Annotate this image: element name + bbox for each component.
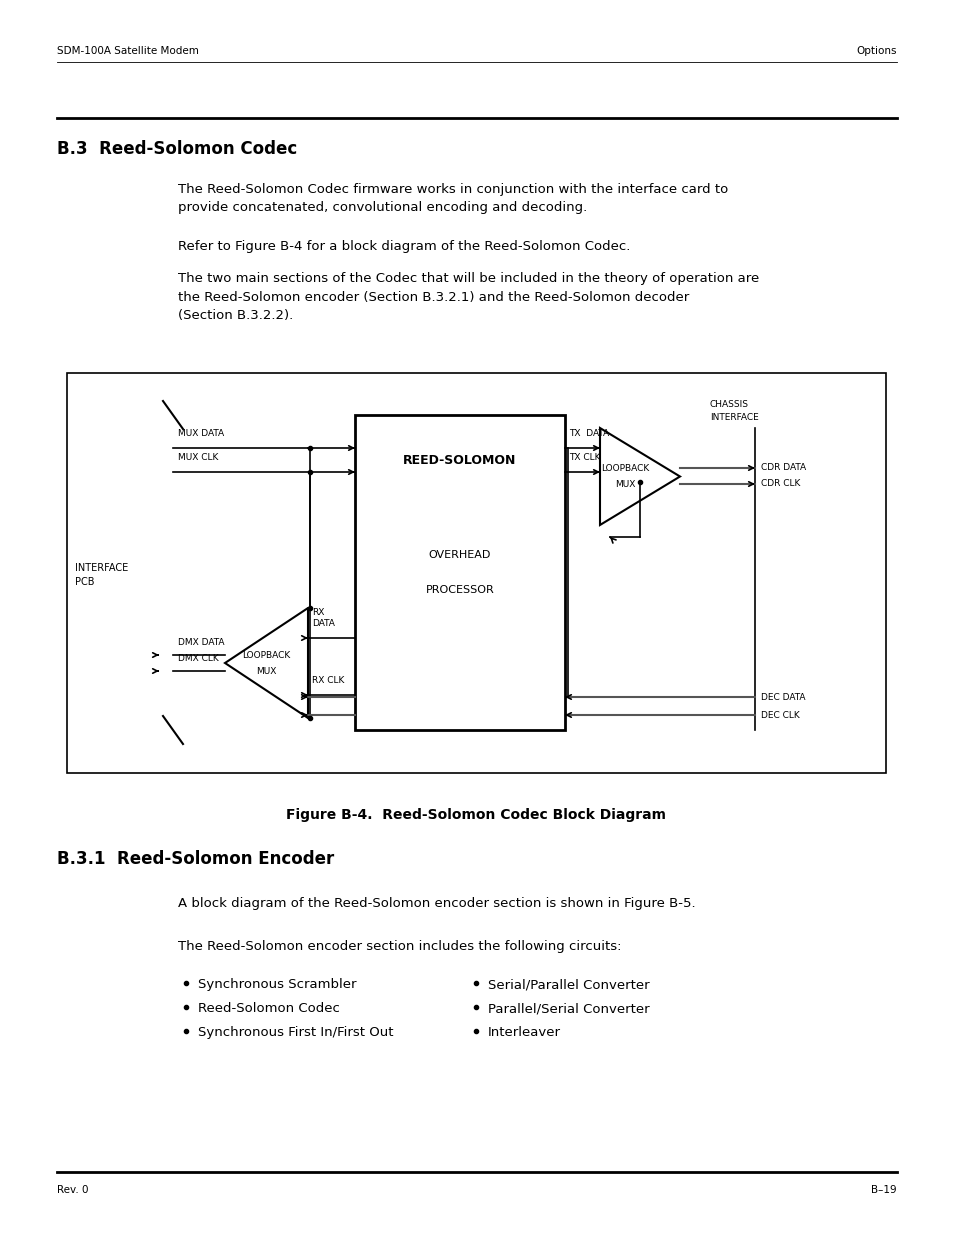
Text: TX  DATA: TX DATA [568,429,608,438]
Text: Synchronous First In/First Out: Synchronous First In/First Out [198,1026,393,1039]
Text: DEC CLK: DEC CLK [760,710,799,720]
Text: Reed-Solomon Codec: Reed-Solomon Codec [198,1002,339,1015]
Text: OVERHEAD: OVERHEAD [428,550,491,559]
Bar [67,373,885,773]
Text: The two main sections of the Codec that will be included in the theory of operat: The two main sections of the Codec that … [178,272,759,322]
Text: RX
DATA: RX DATA [312,608,335,629]
Text: CDR CLK: CDR CLK [760,479,800,489]
Text: DEC DATA: DEC DATA [760,693,804,701]
Text: Refer to Figure B-4 for a block diagram of the Reed-Solomon Codec.: Refer to Figure B-4 for a block diagram … [178,240,630,253]
Text: Options: Options [856,46,896,56]
Polygon shape [599,429,679,525]
Text: Parallel/Serial Converter: Parallel/Serial Converter [488,1002,649,1015]
Text: LOOPBACK: LOOPBACK [242,651,291,659]
Text: TX CLK: TX CLK [568,453,599,462]
Text: PROCESSOR: PROCESSOR [425,585,494,595]
Text: B.3  Reed-Solomon Codec: B.3 Reed-Solomon Codec [57,140,297,158]
Text: MUX CLK: MUX CLK [178,453,218,462]
Polygon shape [225,608,308,718]
Text: REED-SOLOMON: REED-SOLOMON [403,453,517,467]
Text: LOOPBACK: LOOPBACK [600,464,648,473]
Text: Figure B-4.  Reed-Solomon Codec Block Diagram: Figure B-4. Reed-Solomon Codec Block Dia… [286,808,666,823]
Text: CDR DATA: CDR DATA [760,463,805,473]
Text: B.3.1  Reed-Solomon Encoder: B.3.1 Reed-Solomon Encoder [57,850,334,868]
Text: B–19: B–19 [870,1186,896,1195]
Text: A block diagram of the Reed-Solomon encoder section is shown in Figure B-5.: A block diagram of the Reed-Solomon enco… [178,897,695,910]
Text: The Reed-Solomon encoder section includes the following circuits:: The Reed-Solomon encoder section include… [178,940,620,953]
Text: MUX: MUX [614,480,635,489]
Text: The Reed-Solomon Codec firmware works in conjunction with the interface card to
: The Reed-Solomon Codec firmware works in… [178,183,727,215]
Text: DMX CLK: DMX CLK [178,655,218,663]
Text: SDM-100A Satellite Modem: SDM-100A Satellite Modem [57,46,198,56]
Text: Synchronous Scrambler: Synchronous Scrambler [198,978,356,990]
Text: MUX: MUX [256,667,276,676]
Text: CHASSIS
INTERFACE: CHASSIS INTERFACE [709,400,758,421]
Text: Rev. 0: Rev. 0 [57,1186,89,1195]
Text: MUX DATA: MUX DATA [178,429,224,438]
Text: INTERFACE
PCB: INTERFACE PCB [75,563,128,587]
Bar [355,415,564,730]
Text: DMX DATA: DMX DATA [178,638,224,647]
Text: Interleaver: Interleaver [488,1026,560,1039]
Text: RX CLK: RX CLK [312,676,344,685]
Text: Serial/Parallel Converter: Serial/Parallel Converter [488,978,649,990]
